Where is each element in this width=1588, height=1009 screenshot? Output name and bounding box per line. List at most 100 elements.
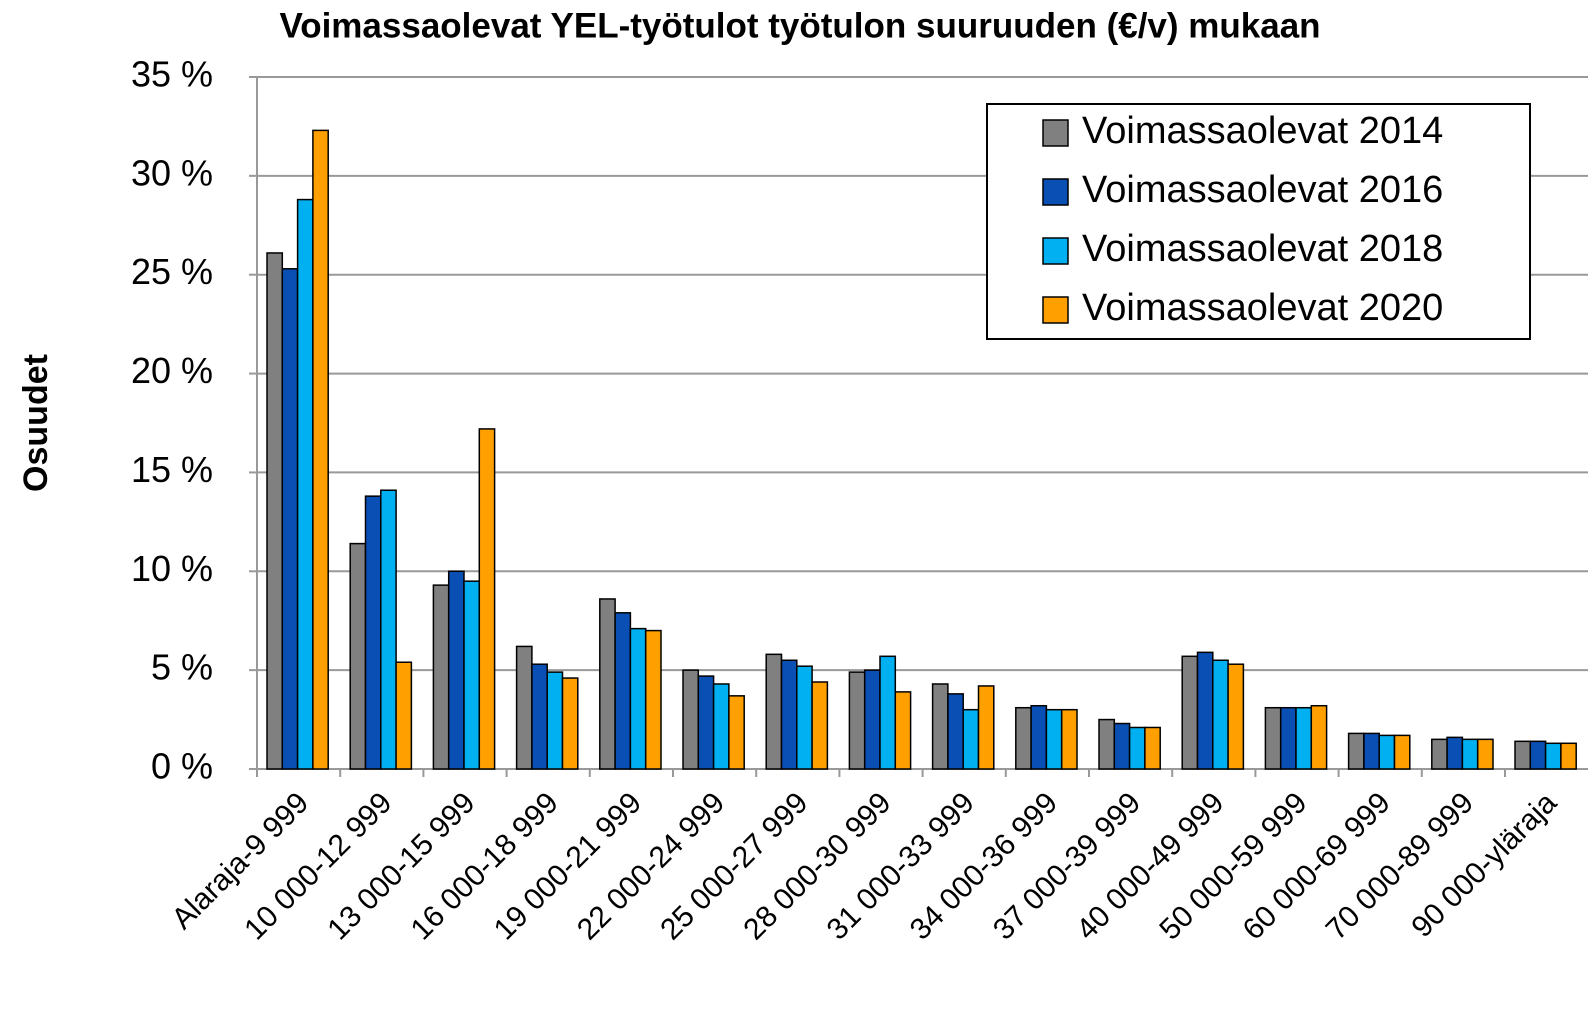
bar xyxy=(1227,663,1245,770)
x-tick-label: 70 000-89 999 xyxy=(1320,786,1480,946)
bar xyxy=(1113,722,1131,770)
bar xyxy=(395,661,413,770)
y-tick-label: 5 % xyxy=(151,647,213,688)
bar xyxy=(1560,742,1577,770)
legend-box xyxy=(986,103,1531,340)
bar xyxy=(811,681,829,770)
bar xyxy=(614,612,632,770)
bar xyxy=(1378,734,1396,770)
x-tick-label: 28 000-30 999 xyxy=(737,786,897,946)
bar xyxy=(712,683,730,770)
y-tick-label: 30 % xyxy=(131,152,213,193)
bar xyxy=(947,693,964,770)
bar xyxy=(1144,726,1161,770)
bar xyxy=(682,669,700,770)
bar xyxy=(697,675,715,770)
x-tick-label: 37 000-39 999 xyxy=(987,786,1147,946)
bar xyxy=(1098,718,1116,770)
bar xyxy=(1030,704,1048,770)
legend-swatch xyxy=(1042,237,1069,265)
bar xyxy=(894,691,912,770)
x-tick-label: 90 000-yläraja xyxy=(1405,786,1563,944)
legend-swatch xyxy=(1042,178,1069,206)
y-tick-label: 35 % xyxy=(131,54,213,95)
bar xyxy=(796,665,813,770)
x-tick-label: 25 000-27 999 xyxy=(654,786,814,946)
bar xyxy=(1544,742,1562,770)
bar xyxy=(962,708,980,770)
bar xyxy=(312,129,329,770)
bar xyxy=(1181,655,1199,770)
bar xyxy=(1393,734,1411,770)
legend-label: Voimassaolevat 2020 xyxy=(1082,287,1443,329)
legend-swatch xyxy=(1042,296,1069,324)
x-tick-label: 19 000-21 999 xyxy=(488,786,648,946)
bar xyxy=(1310,704,1328,770)
x-tick-label: 31 000-33 999 xyxy=(821,786,981,946)
bar xyxy=(515,645,533,770)
bar xyxy=(1264,706,1282,770)
bar xyxy=(266,252,284,770)
legend-swatch xyxy=(1042,119,1069,147)
bar xyxy=(599,598,616,770)
bar xyxy=(1060,708,1078,770)
bar xyxy=(1529,740,1547,770)
bar xyxy=(879,655,897,770)
x-tick-label: 16 000-18 999 xyxy=(405,786,565,946)
legend-label: Voimassaolevat 2014 xyxy=(1082,110,1443,152)
bar xyxy=(281,268,299,770)
chart-title: Voimassaolevat YEL-työtulot työtulon suu… xyxy=(279,6,1320,45)
legend-label: Voimassaolevat 2018 xyxy=(1082,228,1443,270)
bar xyxy=(1514,740,1532,770)
bar xyxy=(1279,706,1297,770)
x-tick-label: 60 000-69 999 xyxy=(1237,786,1397,946)
bar xyxy=(629,627,647,770)
bar xyxy=(546,671,564,770)
bar xyxy=(1363,732,1380,770)
bar xyxy=(765,653,783,770)
bar xyxy=(380,489,397,770)
bar xyxy=(463,580,481,770)
bar xyxy=(1431,738,1448,770)
bar xyxy=(1212,659,1229,770)
bar xyxy=(349,542,367,770)
bar xyxy=(1045,708,1063,770)
bar xyxy=(1196,651,1214,770)
bar xyxy=(728,695,745,770)
bar xyxy=(931,683,949,770)
bar xyxy=(863,669,881,770)
bar xyxy=(977,685,995,770)
bar xyxy=(1015,706,1032,770)
x-tick-label: 10 000-12 999 xyxy=(238,786,398,946)
bar xyxy=(1461,738,1479,770)
bar xyxy=(1476,738,1494,770)
x-tick-label: 50 000-59 999 xyxy=(1153,786,1313,946)
bar xyxy=(531,663,548,770)
bar xyxy=(447,570,465,770)
x-tick-label: 22 000-24 999 xyxy=(571,786,731,946)
bar xyxy=(1295,706,1313,770)
y-tick-label: 20 % xyxy=(131,350,213,391)
y-tick-label: 15 % xyxy=(131,449,213,490)
y-tick-label: 0 % xyxy=(151,746,213,787)
x-tick-label: 13 000-15 999 xyxy=(321,786,481,946)
x-tick-label: 34 000-36 999 xyxy=(904,786,1064,946)
bar xyxy=(478,428,496,770)
y-tick-label: 25 % xyxy=(131,251,213,292)
bar xyxy=(644,629,662,770)
legend-label: Voimassaolevat 2016 xyxy=(1082,169,1443,211)
bar xyxy=(1347,732,1365,770)
x-tick-label: 40 000-49 999 xyxy=(1070,786,1230,946)
bar xyxy=(1128,726,1146,770)
bar xyxy=(296,198,314,770)
bar xyxy=(1446,736,1464,770)
bar xyxy=(780,659,798,770)
y-tick-label: 10 % xyxy=(131,548,213,589)
bar xyxy=(432,584,450,770)
bar xyxy=(561,677,579,770)
bar xyxy=(848,671,866,770)
y-axis-label: Osuudet xyxy=(17,354,55,492)
bar xyxy=(364,495,382,770)
